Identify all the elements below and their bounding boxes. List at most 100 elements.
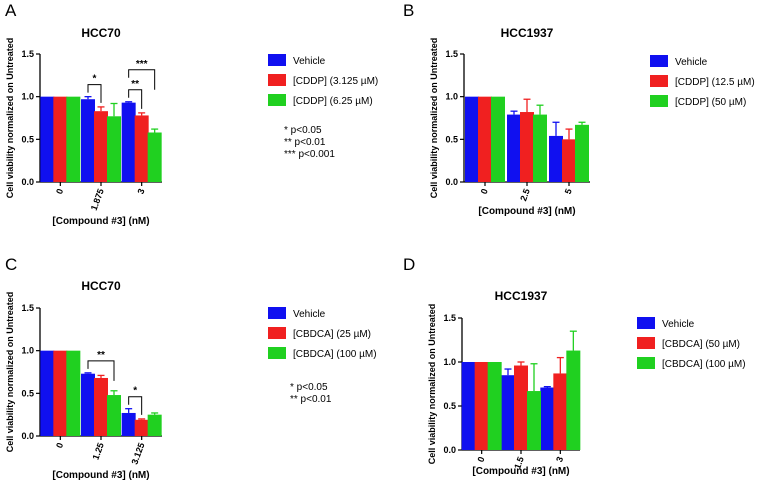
bar	[478, 96, 492, 182]
y-tick-label: 0.5	[21, 134, 34, 144]
y-tick-label: 0.5	[445, 134, 458, 144]
panel-label: B	[403, 1, 414, 20]
significance-bracket	[87, 360, 115, 381]
legend-label: [CBDCA] (25 µM)	[293, 329, 371, 340]
x-axis-label: [Compound #3] (nM)	[472, 466, 569, 477]
chart-title: HCC70	[81, 26, 121, 40]
x-axis-label: [Compound #3] (nM)	[478, 206, 575, 217]
bar	[40, 350, 55, 436]
x-tick-label: 1.875	[89, 187, 106, 212]
x-tick-label: 0	[475, 455, 486, 463]
y-tick-label: 1.5	[445, 49, 458, 59]
y-tick-label: 0.0	[443, 445, 456, 455]
chart-panel-b: B HCC1937 0.0 0.5 1.0 1.5 Cell viability norma…	[403, 1, 755, 217]
legend-label: [CDDP] (3.125 µM)	[293, 76, 378, 87]
legend-label: Vehicle	[293, 309, 326, 320]
bar	[147, 414, 162, 436]
y-tick-label: 1.5	[21, 49, 34, 59]
legend-swatch	[268, 74, 286, 86]
x-tick-label: 0	[54, 441, 65, 449]
bar	[461, 362, 476, 450]
bar	[533, 114, 547, 182]
bar	[134, 419, 149, 436]
significance-marker: *	[133, 386, 137, 397]
y-axis-label: Cell viability normalized on Untreated	[427, 304, 437, 465]
bar	[507, 114, 521, 182]
x-tick-label: 1.5	[512, 455, 526, 470]
x-axis-label: [Compound #3] (nM)	[52, 470, 149, 481]
significance-marker: *	[93, 74, 97, 85]
bar	[575, 124, 589, 182]
bar	[540, 387, 555, 450]
bar	[465, 96, 479, 182]
p-value-note: ** p<0.01	[290, 394, 332, 405]
bar	[501, 375, 515, 450]
bar	[81, 99, 95, 182]
bar	[566, 350, 581, 450]
panel-label: C	[5, 255, 17, 274]
y-axis-label: Cell viability normalized on Untreated	[5, 292, 15, 453]
legend-swatch	[268, 327, 286, 339]
legend-swatch	[637, 357, 655, 369]
y-tick-label: 1.0	[443, 357, 456, 367]
chart-title: HCC1937	[501, 26, 554, 40]
bar	[94, 111, 108, 182]
bar	[487, 362, 502, 450]
significance-bracket	[128, 69, 156, 90]
panel-label: D	[403, 255, 415, 274]
x-tick-label: 5	[563, 187, 574, 195]
bar	[134, 115, 149, 182]
significance-bracket	[87, 84, 102, 103]
significance-marker: **	[131, 79, 139, 90]
bar	[553, 373, 568, 450]
legend-swatch	[637, 317, 655, 329]
significance-marker: ***	[136, 59, 148, 70]
legend-swatch	[650, 75, 668, 87]
p-value-note: * p<0.05	[284, 125, 322, 136]
bar	[549, 135, 563, 182]
legend-swatch	[268, 94, 286, 106]
legend-label: Vehicle	[675, 57, 708, 68]
bar	[40, 96, 55, 182]
chart-panel-c: C HCC70 0.0 0.5 1.0 1.5 Cell viability normali…	[5, 255, 377, 481]
y-tick-label: 1.5	[443, 313, 456, 323]
chart-panel-a: A HCC70 0.0 0.5 1.0 1.5 Cell viability normali…	[5, 1, 378, 227]
legend-label: Vehicle	[662, 319, 695, 330]
x-tick-label: 0	[54, 187, 65, 195]
p-value-note: *** p<0.001	[284, 149, 335, 160]
bar	[121, 412, 136, 436]
legend-label: [CDDP] (12.5 µM)	[675, 77, 755, 88]
y-axis-label: Cell viability normalized on Untreated	[429, 38, 439, 199]
y-axis-label: Cell viability normalized on Untreated	[5, 38, 15, 199]
legend-label: [CBDCA] (100 µM)	[662, 359, 746, 370]
y-tick-label: 0.5	[443, 401, 456, 411]
bar	[520, 112, 534, 182]
y-tick-label: 1.0	[21, 346, 34, 356]
bar	[53, 96, 68, 182]
legend-swatch	[268, 307, 286, 319]
x-tick-label: 3	[135, 187, 146, 195]
legend-label: [CDDP] (50 µM)	[675, 97, 746, 108]
significance-marker: **	[97, 350, 105, 361]
bar	[53, 350, 68, 436]
legend-label: Vehicle	[293, 56, 326, 67]
bar	[562, 139, 576, 182]
legend-label: [CDDP] (6.25 µM)	[293, 96, 373, 107]
bar	[94, 377, 108, 436]
bar	[107, 116, 121, 182]
legend-swatch	[650, 95, 668, 107]
bar	[66, 96, 81, 182]
y-tick-label: 0.0	[21, 431, 34, 441]
y-tick-label: 0.0	[21, 177, 34, 187]
chart-title: HCC1937	[495, 289, 548, 303]
bar	[81, 373, 95, 436]
bar	[527, 391, 541, 450]
y-tick-label: 1.0	[445, 92, 458, 102]
chart-panel-d: D HCC1937 0.0 0.5 1.0 1.5 Cell viability norma…	[403, 255, 746, 477]
y-tick-label: 0.0	[445, 177, 458, 187]
y-tick-label: 1.5	[21, 303, 34, 313]
bar	[514, 365, 528, 450]
legend-swatch	[650, 55, 668, 67]
p-value-note: ** p<0.01	[284, 137, 326, 148]
legend-swatch	[637, 337, 655, 349]
